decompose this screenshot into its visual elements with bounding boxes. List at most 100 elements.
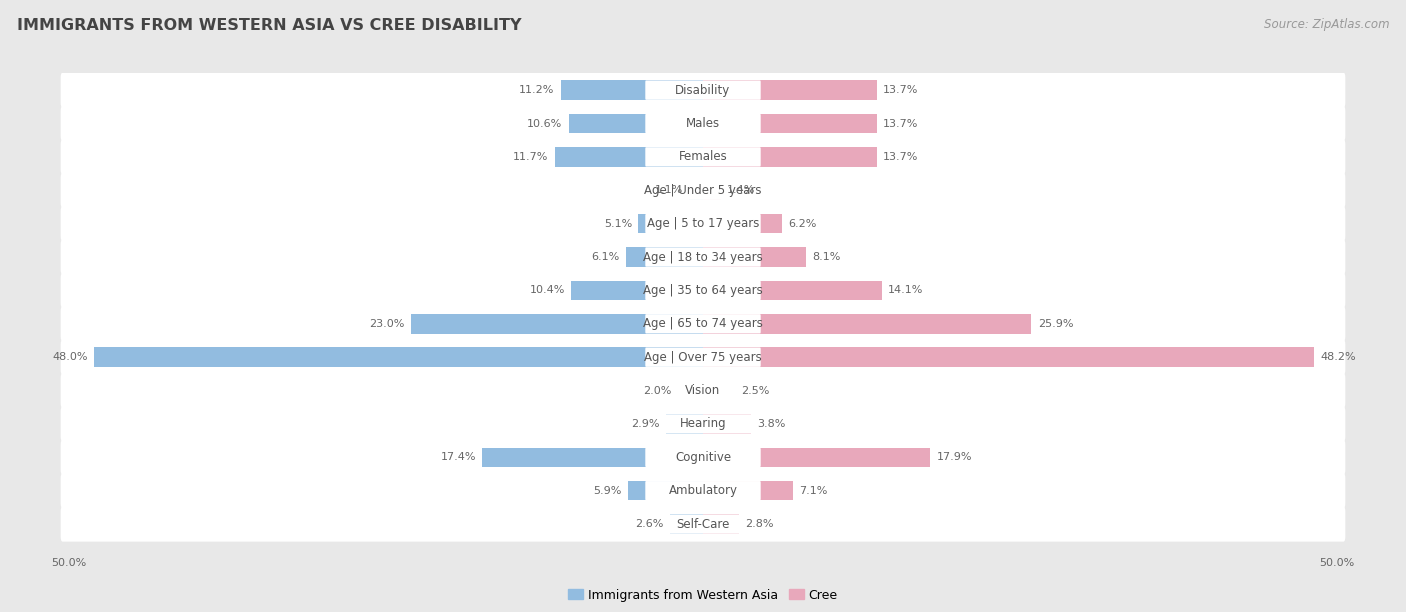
Text: 5.1%: 5.1% (603, 218, 631, 229)
Text: 2.0%: 2.0% (643, 386, 671, 395)
Text: Vision: Vision (685, 384, 721, 397)
Text: 11.7%: 11.7% (513, 152, 548, 162)
Text: Age | Under 5 years: Age | Under 5 years (644, 184, 762, 197)
Text: 14.1%: 14.1% (889, 285, 924, 296)
Bar (94, 348, 703, 367)
FancyBboxPatch shape (645, 381, 761, 400)
FancyBboxPatch shape (60, 273, 1346, 308)
Bar (678, 381, 703, 400)
Text: 17.4%: 17.4% (440, 452, 477, 462)
Bar (412, 314, 703, 334)
FancyBboxPatch shape (645, 447, 761, 467)
Text: 1.1%: 1.1% (654, 185, 683, 195)
Bar (703, 214, 782, 233)
Bar (703, 314, 1032, 334)
Text: 13.7%: 13.7% (883, 85, 918, 95)
Bar (703, 181, 721, 200)
FancyBboxPatch shape (645, 247, 761, 267)
FancyBboxPatch shape (645, 348, 761, 367)
FancyBboxPatch shape (645, 481, 761, 501)
Text: 25.9%: 25.9% (1038, 319, 1073, 329)
Text: 2.5%: 2.5% (741, 386, 769, 395)
Text: Males: Males (686, 117, 720, 130)
Text: Self-Care: Self-Care (676, 518, 730, 531)
Bar (628, 481, 703, 501)
Legend: Immigrants from Western Asia, Cree: Immigrants from Western Asia, Cree (564, 584, 842, 606)
Bar (689, 181, 703, 200)
Bar (561, 80, 703, 100)
Bar (703, 447, 929, 467)
Text: 2.6%: 2.6% (636, 519, 664, 529)
Bar (666, 414, 703, 434)
FancyBboxPatch shape (645, 214, 761, 233)
Bar (703, 281, 882, 300)
Bar (638, 214, 703, 233)
Bar (626, 247, 703, 267)
Text: 13.7%: 13.7% (883, 119, 918, 129)
FancyBboxPatch shape (645, 80, 761, 100)
Text: 48.2%: 48.2% (1320, 352, 1357, 362)
Text: 2.9%: 2.9% (631, 419, 659, 429)
Text: 10.6%: 10.6% (527, 119, 562, 129)
Bar (703, 147, 877, 166)
FancyBboxPatch shape (645, 281, 761, 300)
Bar (703, 80, 877, 100)
Text: IMMIGRANTS FROM WESTERN ASIA VS CREE DISABILITY: IMMIGRANTS FROM WESTERN ASIA VS CREE DIS… (17, 18, 522, 34)
Text: Females: Females (679, 151, 727, 163)
Text: 5.9%: 5.9% (593, 486, 621, 496)
Bar (671, 514, 703, 534)
FancyBboxPatch shape (60, 206, 1346, 241)
Bar (703, 114, 877, 133)
Text: 17.9%: 17.9% (936, 452, 972, 462)
Bar (482, 447, 703, 467)
Text: Age | 5 to 17 years: Age | 5 to 17 years (647, 217, 759, 230)
FancyBboxPatch shape (645, 515, 761, 534)
Text: 11.2%: 11.2% (519, 85, 554, 95)
FancyBboxPatch shape (60, 373, 1346, 408)
Text: Age | 18 to 34 years: Age | 18 to 34 years (643, 250, 763, 264)
FancyBboxPatch shape (645, 314, 761, 334)
Text: Hearing: Hearing (679, 417, 727, 430)
FancyBboxPatch shape (60, 73, 1346, 108)
FancyBboxPatch shape (645, 114, 761, 133)
FancyBboxPatch shape (60, 473, 1346, 508)
FancyBboxPatch shape (645, 147, 761, 166)
FancyBboxPatch shape (60, 507, 1346, 542)
Text: 6.2%: 6.2% (787, 218, 817, 229)
Text: 10.4%: 10.4% (530, 285, 565, 296)
Text: Disability: Disability (675, 84, 731, 97)
Text: 3.8%: 3.8% (758, 419, 786, 429)
Bar (571, 281, 703, 300)
Text: Cognitive: Cognitive (675, 451, 731, 464)
Bar (703, 381, 735, 400)
Bar (703, 481, 793, 501)
Text: Age | 35 to 64 years: Age | 35 to 64 years (643, 284, 763, 297)
FancyBboxPatch shape (60, 406, 1346, 441)
Bar (703, 414, 751, 434)
Bar (703, 514, 738, 534)
FancyBboxPatch shape (60, 440, 1346, 475)
Bar (568, 114, 703, 133)
Text: 8.1%: 8.1% (813, 252, 841, 262)
Bar (554, 147, 703, 166)
Text: Ambulatory: Ambulatory (668, 484, 738, 497)
Text: Age | 65 to 74 years: Age | 65 to 74 years (643, 317, 763, 330)
FancyBboxPatch shape (60, 239, 1346, 275)
Text: 13.7%: 13.7% (883, 152, 918, 162)
FancyBboxPatch shape (60, 173, 1346, 208)
Text: Age | Over 75 years: Age | Over 75 years (644, 351, 762, 364)
FancyBboxPatch shape (60, 340, 1346, 375)
FancyBboxPatch shape (645, 181, 761, 200)
FancyBboxPatch shape (60, 306, 1346, 341)
Text: 7.1%: 7.1% (800, 486, 828, 496)
Text: 6.1%: 6.1% (591, 252, 619, 262)
Bar (703, 348, 1315, 367)
Text: 48.0%: 48.0% (52, 352, 89, 362)
Text: 1.4%: 1.4% (727, 185, 755, 195)
Text: 2.8%: 2.8% (745, 519, 773, 529)
FancyBboxPatch shape (60, 106, 1346, 141)
Bar (703, 247, 806, 267)
FancyBboxPatch shape (645, 414, 761, 434)
Text: 23.0%: 23.0% (370, 319, 405, 329)
Text: Source: ZipAtlas.com: Source: ZipAtlas.com (1264, 18, 1389, 31)
